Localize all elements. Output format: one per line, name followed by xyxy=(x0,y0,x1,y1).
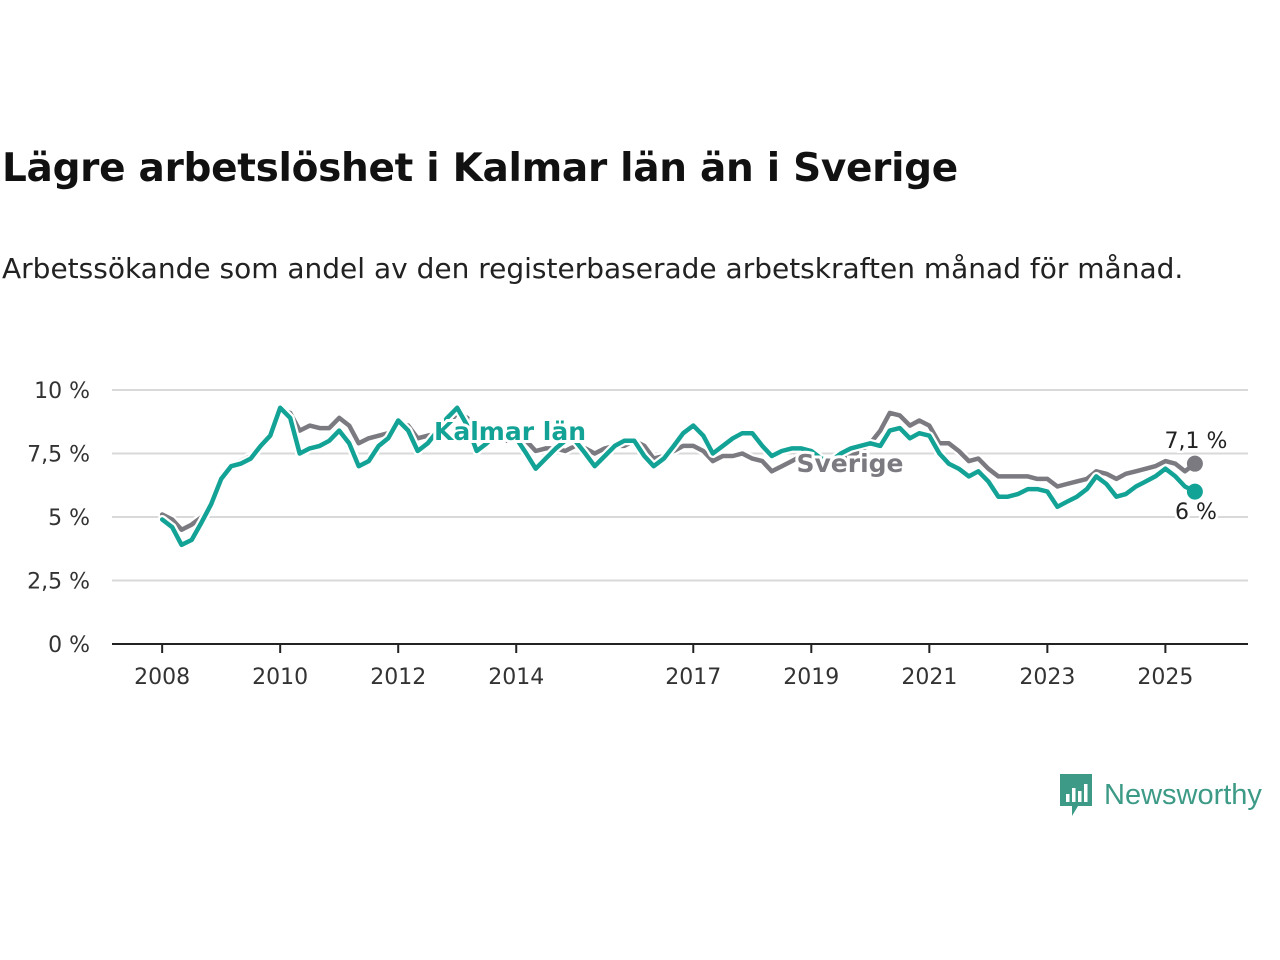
brand-name: Newsworthy xyxy=(1104,778,1262,811)
x-tick-label: 2023 xyxy=(1019,665,1075,690)
end-value-label-kalmar-lan: 6 % xyxy=(1175,500,1217,525)
series-labels: Kalmar län Sverige 7,1 % 6 % xyxy=(431,414,1230,528)
x-tick-label: 2021 xyxy=(901,665,957,690)
y-tick-label: 2,5 % xyxy=(27,570,90,595)
axes: 0 % 2,5 % 5 % 7,5 % 10 % 2008 2010 2012 2014 2017… xyxy=(27,379,1248,690)
line-chart: 0 % 2,5 % 5 % 7,5 % 10 % 2008 2010 2012 2014 2017… xyxy=(27,379,1248,690)
x-tick-label: 2014 xyxy=(488,665,544,690)
newsworthy-logo-icon xyxy=(1060,774,1092,816)
series-label-sverige: Sverige xyxy=(796,449,903,478)
series-lines xyxy=(157,403,1203,550)
x-tick-label: 2008 xyxy=(134,665,190,690)
series-label-kalmar-lan: Kalmar län xyxy=(434,417,586,446)
x-tick-label: 2017 xyxy=(665,665,721,690)
end-value-label-sverige: 7,1 % xyxy=(1165,429,1228,454)
x-tick-label: 2025 xyxy=(1137,665,1193,690)
x-tick-label: 2019 xyxy=(783,665,839,690)
series-line-sverige xyxy=(159,408,1198,532)
end-marker-kalmar-lan xyxy=(1186,483,1203,500)
y-tick-label: 7,5 % xyxy=(27,443,90,468)
x-tick-label: 2012 xyxy=(370,665,426,690)
end-marker-sverige xyxy=(1186,455,1203,472)
y-tick-label: 10 % xyxy=(34,379,90,404)
y-tick-label: 0 % xyxy=(48,633,90,658)
y-tick-label: 5 % xyxy=(48,506,90,531)
newsworthy-logo: Newsworthy xyxy=(1058,772,1262,818)
chart-subtitle: Arbetssökande som andel av den registerb… xyxy=(2,252,1184,285)
series-line-kalmar-lan xyxy=(159,405,1198,548)
x-tick-label: 2010 xyxy=(252,665,308,690)
chart-title: Lägre arbetslöshet i Kalmar län än i Sve… xyxy=(2,146,958,191)
